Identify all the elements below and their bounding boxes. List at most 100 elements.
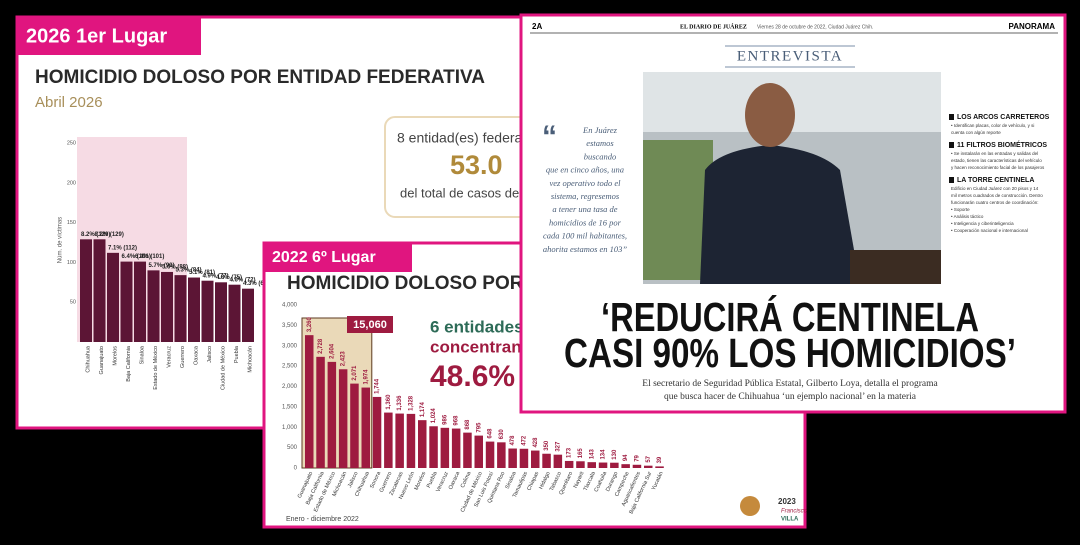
value-label: 165 bbox=[578, 448, 584, 459]
bar bbox=[576, 461, 585, 468]
value-label: 986 bbox=[442, 414, 448, 425]
value-label: 94 bbox=[623, 454, 629, 461]
bar bbox=[350, 383, 359, 468]
sidebar-line: • Se instalarán en las entradas y salida… bbox=[951, 151, 1038, 156]
quote-line: sistema, regresemos bbox=[551, 191, 620, 201]
page-number: 2A bbox=[532, 22, 542, 31]
total-box bbox=[347, 316, 393, 333]
x-tick-label: Veracruz bbox=[166, 346, 172, 368]
bar bbox=[418, 420, 427, 468]
x-tick-label: Estado de México bbox=[153, 346, 159, 390]
y-tick-label: 2,000 bbox=[282, 384, 298, 390]
y-tick-label: 1,000 bbox=[282, 425, 298, 431]
bar bbox=[598, 462, 608, 468]
value-label: 1,974 bbox=[363, 369, 369, 385]
x-tick-label: Oaxaca bbox=[193, 345, 199, 365]
value-label: 5.7% (90) bbox=[149, 263, 175, 269]
x-tick-label: Sinaloa bbox=[139, 345, 145, 364]
bar bbox=[93, 239, 106, 342]
bar bbox=[107, 252, 119, 342]
value-label: 795 bbox=[476, 422, 482, 433]
value-label: 1,744 bbox=[375, 378, 381, 394]
y-tick-label: 100 bbox=[67, 260, 76, 266]
x-tick-label: Morelos bbox=[112, 346, 118, 366]
value-label: 2,423 bbox=[341, 351, 347, 367]
quote-line: ahorita estamos en 103” bbox=[543, 244, 628, 254]
value-label: 3,260 bbox=[307, 316, 313, 332]
sidebar-line: funcionarán cuatro centros de coordinaci… bbox=[951, 200, 1039, 205]
quote-line: homicidios de 16 por bbox=[549, 217, 622, 227]
bar bbox=[610, 462, 619, 468]
bar bbox=[80, 239, 92, 342]
value-label: 1,336 bbox=[397, 395, 403, 411]
bar bbox=[508, 448, 517, 468]
value-label: 7.1% (112) bbox=[108, 245, 137, 251]
bar bbox=[327, 361, 337, 468]
value-label: 6.4% (101) bbox=[135, 254, 164, 260]
value-label: 2,728 bbox=[318, 338, 324, 354]
y-tick-label: 1,500 bbox=[282, 404, 298, 410]
sidebar-heading: LA TORRE CENTINELA bbox=[957, 177, 1034, 184]
sidebar-line: Edificio en Ciudad Juárez con 20 pisos y… bbox=[951, 186, 1039, 191]
bar bbox=[406, 413, 416, 468]
y-tick-label: 50 bbox=[70, 300, 76, 306]
value-label: 5.3% (84) bbox=[176, 268, 202, 274]
quote-line: buscando bbox=[584, 151, 617, 161]
bar bbox=[485, 441, 495, 468]
bar bbox=[174, 275, 187, 342]
value-label: 4.6% (72) bbox=[230, 277, 256, 283]
value-label: 130 bbox=[612, 449, 618, 460]
sidebar-line: • Inteligencia y ciberinteligencia bbox=[951, 221, 1014, 226]
footnote: Enero - diciembre 2022 bbox=[286, 516, 359, 523]
value-label: 428 bbox=[533, 437, 539, 448]
masthead: EL DIARIO DE JUÁREZ bbox=[680, 22, 747, 30]
sidebar-line: • Identifican placas, color de vehículo,… bbox=[951, 123, 1034, 128]
total: 15,060 bbox=[353, 319, 387, 331]
y-tick-label: 500 bbox=[287, 445, 298, 451]
bar bbox=[316, 356, 325, 468]
bar bbox=[147, 270, 160, 342]
y-axis-label: Núm. de víctimas bbox=[58, 217, 64, 263]
y-tick-label: 200 bbox=[67, 180, 76, 186]
y-tick-label: 0 bbox=[294, 466, 298, 472]
bar bbox=[395, 413, 404, 468]
x-tick-label: Guanajuato bbox=[99, 346, 105, 374]
bar bbox=[553, 454, 563, 468]
callout-text: del total de casos de bbox=[400, 185, 519, 200]
sidebar-line: y hacen reconocimiento facial de los pas… bbox=[951, 165, 1045, 170]
bar bbox=[587, 462, 596, 468]
bar bbox=[632, 464, 642, 468]
value-label: 8.2% (129) bbox=[81, 232, 110, 238]
value-label: 4.8% (75) bbox=[216, 275, 242, 281]
bar bbox=[474, 435, 483, 468]
value-label: 1,024 bbox=[431, 408, 437, 424]
value-label: 4.3% (67) bbox=[243, 281, 269, 287]
bar bbox=[519, 448, 529, 468]
sidebar-line: estado, tienen las características del v… bbox=[951, 158, 1042, 163]
x-tick-label: Chihuahua bbox=[85, 345, 91, 373]
bar bbox=[242, 288, 254, 342]
tag: 2022 6º Lugar bbox=[272, 249, 376, 266]
x-tick-label: Puebla bbox=[234, 345, 240, 363]
value-label: 327 bbox=[555, 441, 561, 452]
value-label: 57 bbox=[646, 455, 652, 462]
deck: que busca hacer de Chihuahua ‘un ejemplo… bbox=[664, 392, 917, 402]
bar bbox=[542, 453, 551, 468]
newspaper: 2A EL DIARIO DE JUÁREZ Viernes 28 de oct… bbox=[519, 13, 1067, 414]
logo-icon bbox=[740, 496, 760, 516]
x-tick-label: Guerrero bbox=[180, 346, 186, 368]
bar bbox=[497, 442, 506, 468]
deck: El secretario de Seguridad Pública Estat… bbox=[642, 379, 938, 389]
bar bbox=[305, 335, 314, 468]
bar bbox=[120, 261, 133, 342]
tag-box bbox=[17, 17, 201, 55]
value-label: 5.6% (88) bbox=[162, 265, 188, 271]
sidebar-line: mil metros cuadrados de construcción. De… bbox=[951, 193, 1043, 198]
bar bbox=[564, 460, 574, 468]
title: HOMICIDIO DOLOSO POR bbox=[287, 273, 524, 294]
quote-mark: “ bbox=[542, 120, 557, 153]
bar bbox=[134, 261, 146, 342]
value-label: 630 bbox=[499, 429, 505, 440]
bar bbox=[372, 396, 382, 468]
sidebar-line: • Soporte bbox=[951, 207, 970, 212]
